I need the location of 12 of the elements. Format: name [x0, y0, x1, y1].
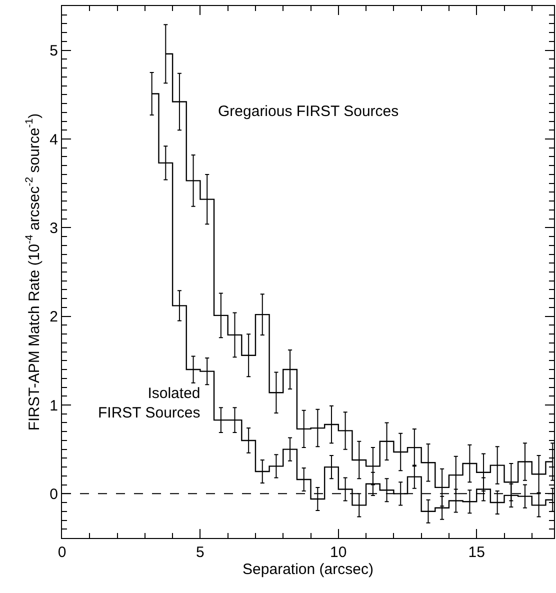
x-tick-label: 15 — [468, 544, 485, 561]
text: Gregarious FIRST Sources — [218, 103, 399, 120]
x-axis-title: Separation (arcsec) — [242, 561, 374, 578]
y-tick-label: 3 — [50, 220, 58, 237]
x-tick-label: 10 — [330, 544, 347, 561]
x-tick-label: 5 — [196, 544, 204, 561]
y-tick-label: 2 — [50, 308, 58, 326]
y-tick-label: 1 — [50, 397, 58, 414]
y-tick-label: 5 — [50, 42, 58, 60]
y-tick-label: 4 — [50, 131, 58, 148]
y-tick-label: 0 — [50, 486, 58, 503]
series-label: Isolated FIRST Sources — [98, 385, 200, 422]
